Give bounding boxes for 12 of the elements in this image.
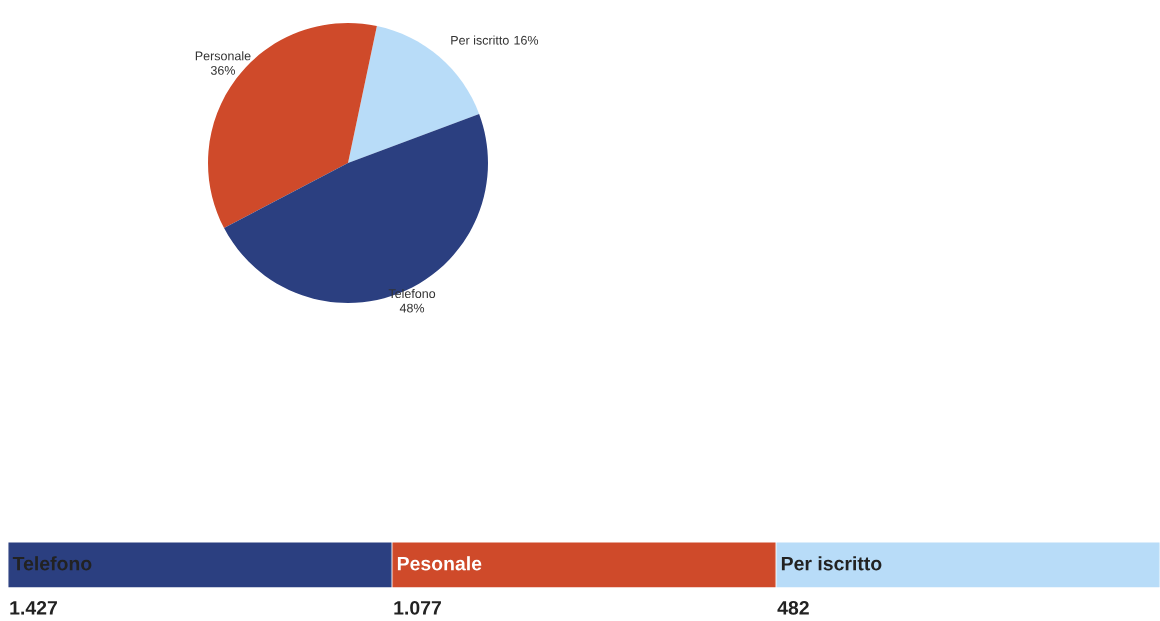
slice-label: Per iscritto (451, 35, 509, 45)
slice-label: Personale (195, 51, 251, 61)
data-label: 48% (399, 303, 425, 313)
category-label: Pesonale (397, 556, 482, 571)
text: 482 (777, 600, 809, 615)
data-label: 36% (210, 65, 235, 75)
category-label: Telefono (12, 556, 92, 571)
text: 1.077 (394, 600, 441, 615)
pie-slice (224, 113, 488, 303)
data-label: 16% (514, 35, 539, 45)
category-label: Per iscritto (781, 556, 882, 571)
text: 1.427 (10, 600, 57, 615)
